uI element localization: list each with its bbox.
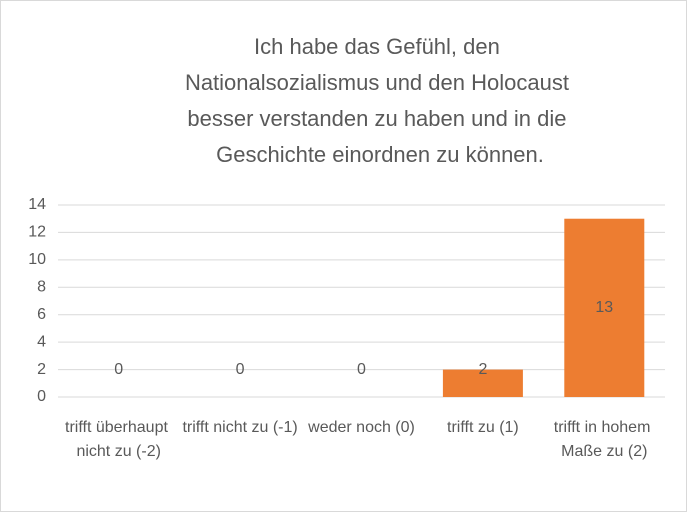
- x-tick-label: trifft zu (1): [447, 419, 519, 436]
- y-tick-label: 12: [28, 224, 46, 241]
- data-label: 0: [236, 361, 245, 378]
- chart-title: Ich habe das Gefühl, den Nationalsoziali…: [185, 34, 575, 167]
- data-label: 0: [357, 361, 366, 378]
- data-label: 2: [478, 361, 487, 378]
- x-tick-label: weder noch (0): [307, 419, 415, 436]
- x-tick-label: trifft in hohem Maße zu (2): [554, 419, 655, 460]
- x-tick-label: trifft überhaupt nicht zu (-2): [65, 419, 172, 460]
- bar: [564, 218, 645, 397]
- y-tick-label: 6: [37, 306, 46, 323]
- data-label: 13: [595, 299, 613, 316]
- data-label: 0: [114, 361, 123, 378]
- bar: [442, 369, 523, 397]
- y-tick-label: 14: [28, 196, 46, 213]
- y-tick-label: 0: [37, 388, 46, 405]
- x-tick-label: trifft nicht zu (-1): [182, 419, 297, 436]
- y-tick-label: 10: [28, 251, 46, 268]
- y-tick-label: 2: [37, 361, 46, 378]
- y-tick-label: 4: [37, 333, 46, 350]
- y-tick-label: 8: [37, 279, 46, 296]
